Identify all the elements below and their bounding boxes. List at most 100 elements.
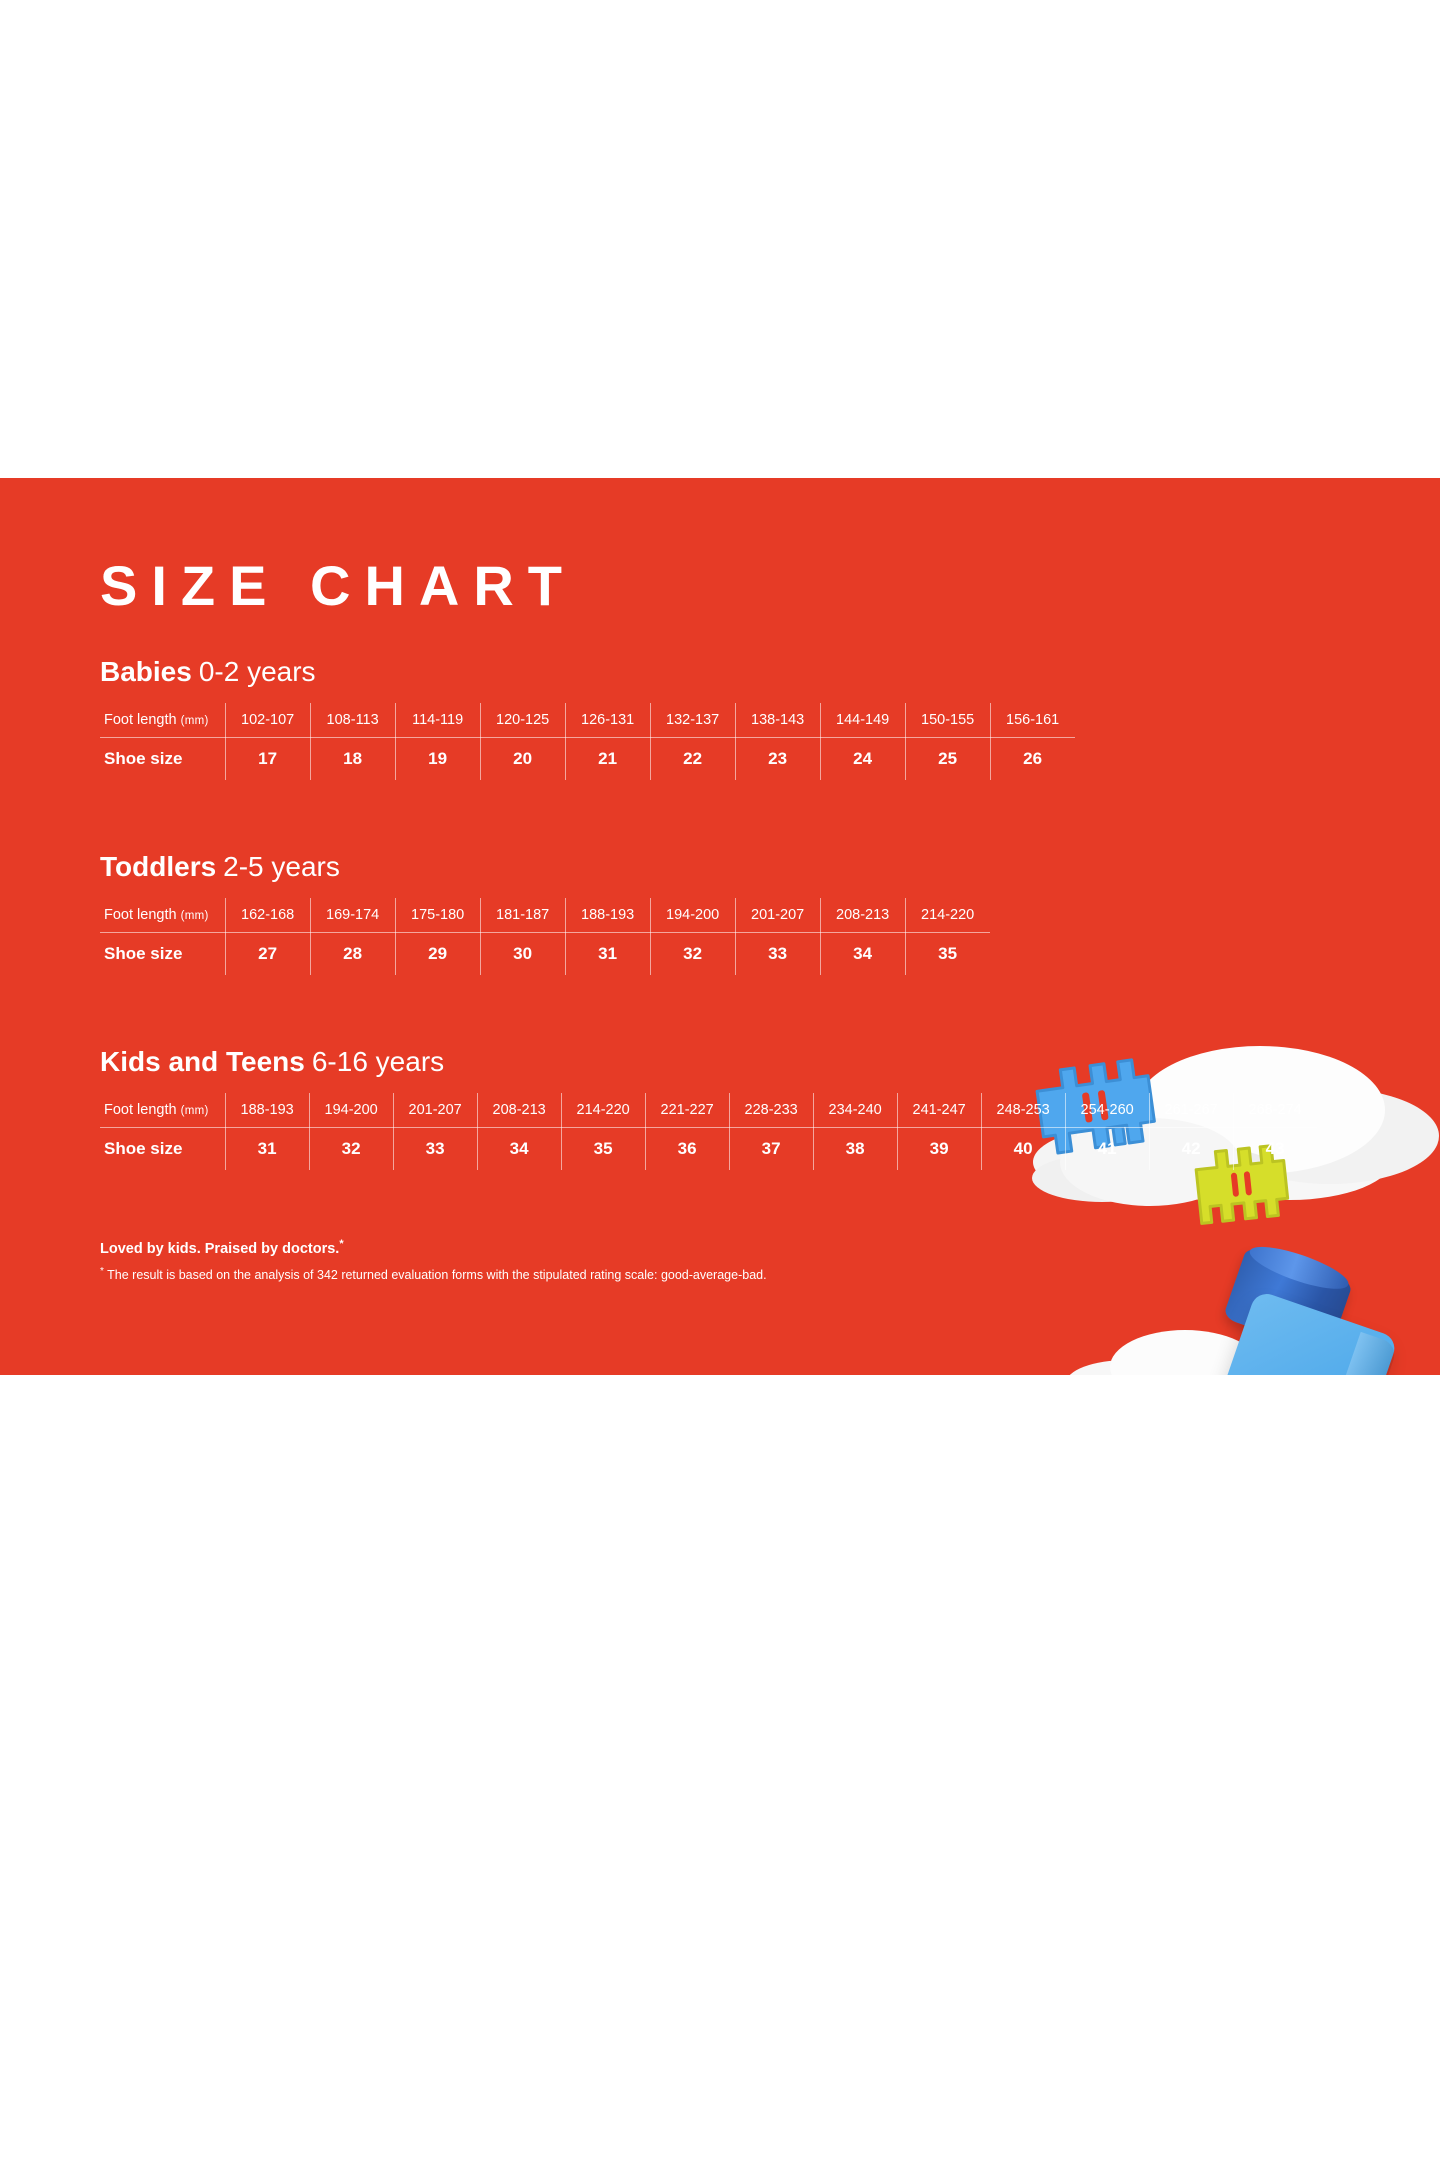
cell-shoe-size: 36 (645, 1127, 730, 1170)
cell-foot-length: 188-193 (565, 898, 651, 933)
table-row: Foot length (mm) 162-168 169-174 175-180… (100, 898, 990, 933)
cell-foot-length: 175-180 (395, 898, 481, 933)
section-toddlers: Toddlers 2-5 years Foot length (mm) 162-1… (100, 853, 990, 975)
cell-shoe-size: 33 (393, 1127, 478, 1170)
disclaimer-text: * The result is based on the analysis of… (100, 1266, 767, 1283)
claim-label: Loved by kids. Praised by doctors. (100, 1240, 340, 1257)
table-row: Shoe size 31 32 33 34 35 36 37 38 39 40 … (100, 1127, 1317, 1170)
claim-text: Loved by kids. Praised by doctors.* (100, 1238, 767, 1258)
cell-foot-length: 194-200 (309, 1093, 394, 1128)
cell-shoe-size: 31 (225, 1127, 310, 1170)
size-table-kids-and-teens: Foot length (mm) 188-193 194-200 201-207… (100, 1093, 1317, 1170)
section-age-label: 6-16 years (311, 1046, 445, 1077)
row-label-foot-length: Foot length (mm) (100, 703, 226, 738)
cell-shoe-size: 43 (1265, 1139, 1285, 1158)
cell-shoe-size: 41 (1065, 1127, 1150, 1170)
cell-foot-length: 221-227 (645, 1093, 730, 1128)
disclaimer-label: The result is based on the analysis of 3… (103, 1268, 767, 1283)
cell-foot-length: 138-143 (735, 703, 821, 738)
cell-foot-length: 144-149 (820, 703, 906, 738)
table-row: Foot length (mm) 188-193 194-200 201-207… (100, 1093, 1317, 1128)
foot-length-text: Foot length (104, 907, 177, 923)
cell-foot-length: 228-233 (729, 1093, 814, 1128)
cell-shoe-size: 30 (480, 932, 566, 975)
section-babies: Babies 0-2 years Foot length (mm) 102-107… (100, 658, 1075, 780)
cell-foot-length: 150-155 (905, 703, 991, 738)
cell-shoe-size: 24 (820, 737, 906, 780)
cell-shoe-size: 22 (650, 737, 736, 780)
disclaimer-asterisk: * (100, 1266, 104, 1278)
cell-foot-length: 169-174 (310, 898, 396, 933)
cell-foot-length: 254-260 (1065, 1093, 1150, 1128)
cell-foot-length: 156-161 (990, 703, 1075, 738)
cell-foot-length: 108-113 (310, 703, 396, 738)
cell-foot-length: 120-125 (480, 703, 566, 738)
section-group-label: Babies (100, 656, 192, 687)
cell-foot-length: 268-274 (1233, 1093, 1317, 1128)
cell-foot-length: 234-240 (813, 1093, 898, 1128)
foot-length-unit: (mm) (180, 1105, 209, 1117)
cell-shoe-size: 25 (905, 737, 991, 780)
cell-shoe-size: 31 (565, 932, 651, 975)
cell-shoe-size: 34 (477, 1127, 562, 1170)
cell-foot-length: 194-200 (650, 898, 736, 933)
row-label-foot-length: Foot length (mm) (100, 898, 226, 933)
cell-shoe-size: 29 (395, 932, 481, 975)
cell-foot-length: 214-220 (905, 898, 990, 933)
cell-shoe-size: 19 (395, 737, 481, 780)
table-row: Shoe size 17 18 19 20 21 22 23 24 25 26 (100, 737, 1075, 780)
foot-length-unit: (mm) (180, 715, 209, 727)
size-table-babies: Foot length (mm) 102-107 108-113 114-119… (100, 703, 1075, 780)
cell-foot-length: 214-220 (561, 1093, 646, 1128)
section-age-label: 0-2 years (198, 656, 316, 687)
row-label-shoe-size: Shoe size (100, 737, 226, 780)
cell-foot-length: 102-107 (225, 703, 311, 738)
cell-shoe-size: 34 (820, 932, 906, 975)
cell-foot-length: 188-193 (225, 1093, 310, 1128)
cell-foot-length: 261-267 (1149, 1093, 1234, 1128)
cell-shoe-size: 40 (981, 1127, 1066, 1170)
cell-shoe-size: 32 (309, 1127, 394, 1170)
cell-shoe-size: 33 (735, 932, 821, 975)
section-heading-kids-and-teens: Kids and Teens 6-16 years (100, 1048, 1317, 1076)
row-label-shoe-size: Shoe size (100, 1127, 226, 1170)
cell-shoe-size: 18 (310, 737, 396, 780)
cell-foot-length: 201-207 (735, 898, 821, 933)
cell-foot-length: 114-119 (395, 703, 481, 738)
foot-length-unit: (mm) (180, 910, 209, 922)
cell-foot-length: 132-137 (650, 703, 736, 738)
cell-foot-length: 201-207 (393, 1093, 478, 1128)
section-group-label: Toddlers (100, 851, 217, 882)
cell-shoe-size: 42 (1149, 1127, 1234, 1170)
cell-shoe-size: 23 (735, 737, 821, 780)
table-row: Shoe size 27 28 29 30 31 32 33 34 35 (100, 932, 990, 975)
cell-shoe-size: 37 (729, 1127, 814, 1170)
cell-shoe-size: 27 (225, 932, 311, 975)
cell-shoe-size: 20 (480, 737, 566, 780)
section-heading-babies: Babies 0-2 years (100, 658, 1075, 686)
cell-foot-length: 181-187 (480, 898, 566, 933)
cell-shoe-size: 38 (813, 1127, 898, 1170)
chart-content: SIZE CHART Babies 0-2 years Foot length (… (0, 478, 1440, 1375)
footer: Loved by kids. Praised by doctors.* * Th… (100, 1238, 767, 1283)
section-kids-and-teens: Kids and Teens 6-16 years Foot length (mm… (100, 1048, 1317, 1170)
section-group-label: Kids and Teens (100, 1046, 305, 1077)
section-age-label: 2-5 years (223, 851, 340, 882)
cell-shoe-size: 32 (650, 932, 736, 975)
cell-shoe-size: 35 (938, 944, 958, 963)
cell-foot-length: 241-247 (897, 1093, 982, 1128)
row-label-foot-length: Foot length (mm) (100, 1093, 226, 1128)
cell-shoe-size: 39 (897, 1127, 982, 1170)
cell-shoe-size: 21 (565, 737, 651, 780)
size-table-toddlers: Foot length (mm) 162-168 169-174 175-180… (100, 898, 990, 975)
row-label-shoe-size: Shoe size (100, 932, 226, 975)
cell-foot-length: 162-168 (225, 898, 311, 933)
cell-foot-length: 126-131 (565, 703, 651, 738)
cell-shoe-size: 28 (310, 932, 396, 975)
red-panel: SIZE CHART Babies 0-2 years Foot length (… (0, 478, 1440, 1375)
cell-foot-length: 208-213 (820, 898, 906, 933)
foot-length-text: Foot length (104, 712, 177, 728)
page-title: SIZE CHART (100, 554, 576, 617)
table-row: Foot length (mm) 102-107 108-113 114-119… (100, 703, 1075, 738)
